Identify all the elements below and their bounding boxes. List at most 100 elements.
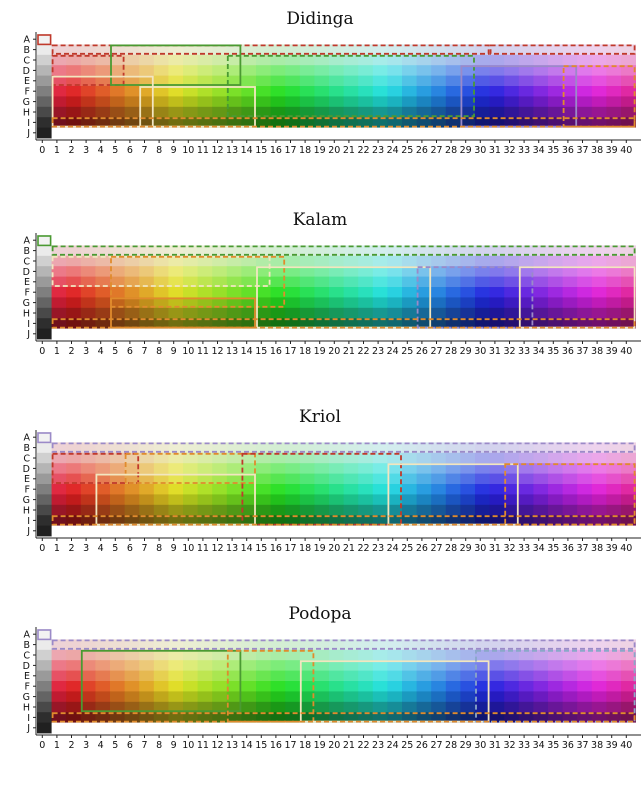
color-chip bbox=[37, 76, 52, 87]
color-chip bbox=[548, 629, 563, 640]
color-chip bbox=[66, 86, 81, 97]
color-chip bbox=[52, 629, 67, 640]
x-tick-label: 25 bbox=[401, 145, 413, 156]
color-chip bbox=[125, 432, 140, 443]
color-chip bbox=[168, 671, 183, 682]
color-chip bbox=[329, 308, 344, 319]
color-chip bbox=[344, 76, 359, 87]
color-chip bbox=[37, 65, 52, 76]
x-tick-label: 14 bbox=[241, 740, 253, 751]
color-chip bbox=[417, 629, 432, 640]
color-chip bbox=[168, 505, 183, 516]
color-chip bbox=[37, 44, 52, 55]
color-chip bbox=[577, 86, 592, 97]
color-chip bbox=[563, 297, 578, 308]
color-chip bbox=[460, 329, 475, 340]
color-chip bbox=[95, 287, 110, 298]
x-tick-label: 12 bbox=[211, 543, 223, 554]
x-tick-label: 25 bbox=[401, 543, 413, 554]
color-chip bbox=[563, 702, 578, 713]
color-chip bbox=[577, 235, 592, 246]
color-chip bbox=[110, 432, 125, 443]
panel-title: Podopa bbox=[288, 604, 351, 624]
color-chip bbox=[387, 34, 402, 45]
color-chip bbox=[66, 629, 81, 640]
color-chip bbox=[417, 526, 432, 537]
color-chip bbox=[460, 308, 475, 319]
color-chip bbox=[285, 505, 300, 516]
color-chip bbox=[300, 76, 315, 87]
color-chip bbox=[446, 287, 461, 298]
color-chip bbox=[256, 702, 271, 713]
x-tick-label: 5 bbox=[112, 740, 118, 751]
color-chip bbox=[300, 474, 315, 485]
color-chip bbox=[373, 235, 388, 246]
x-tick-label: 36 bbox=[562, 740, 574, 751]
color-chip bbox=[314, 432, 329, 443]
color-chip bbox=[417, 650, 432, 661]
color-chip bbox=[446, 671, 461, 682]
color-chip bbox=[95, 484, 110, 495]
color-chip bbox=[110, 681, 125, 692]
color-chip bbox=[606, 76, 621, 87]
color-chip bbox=[548, 34, 563, 45]
x-tick-label: 35 bbox=[547, 543, 559, 554]
color-chip bbox=[271, 494, 286, 505]
color-chip bbox=[110, 107, 125, 118]
color-chip bbox=[183, 432, 198, 443]
color-chip bbox=[475, 256, 490, 267]
color-chip bbox=[402, 128, 417, 139]
color-chip bbox=[446, 128, 461, 139]
color-chip bbox=[373, 494, 388, 505]
color-chip bbox=[256, 128, 271, 139]
color-chip bbox=[52, 691, 67, 702]
color-chip bbox=[621, 329, 636, 340]
color-chip bbox=[402, 297, 417, 308]
color-chip bbox=[490, 474, 505, 485]
x-tick-label: 20 bbox=[328, 145, 340, 156]
color-chip bbox=[475, 128, 490, 139]
panel-didinga: DidingaABCDEFGHIJ0 1 2 3 4 5 6 7 8 9 10 11 12 13 14 15 1… bbox=[23, 9, 641, 156]
x-tick-label: 18 bbox=[299, 740, 311, 751]
color-chip bbox=[490, 681, 505, 692]
color-chip bbox=[212, 723, 227, 734]
color-chip bbox=[256, 76, 271, 87]
color-chip bbox=[358, 505, 373, 516]
color-chip bbox=[95, 128, 110, 139]
color-chip bbox=[417, 671, 432, 682]
color-chip bbox=[95, 96, 110, 107]
color-chip bbox=[402, 256, 417, 267]
color-chip bbox=[577, 629, 592, 640]
color-chip bbox=[168, 629, 183, 640]
x-tick-label: 3 bbox=[83, 740, 89, 751]
color-chip bbox=[446, 629, 461, 640]
color-chip bbox=[300, 329, 315, 340]
x-tick-label: 7 bbox=[141, 740, 147, 751]
x-tick-label: 8 bbox=[156, 740, 162, 751]
x-tick-label: 38 bbox=[591, 740, 603, 751]
color-chip bbox=[271, 34, 286, 45]
color-chip bbox=[475, 107, 490, 118]
color-chip bbox=[183, 308, 198, 319]
color-chip bbox=[344, 723, 359, 734]
color-chip bbox=[256, 505, 271, 516]
color-chip bbox=[81, 96, 96, 107]
color-chip bbox=[344, 287, 359, 298]
panel-title: Kalam bbox=[293, 210, 348, 230]
color-chip bbox=[37, 329, 52, 340]
color-chip bbox=[606, 484, 621, 495]
color-chip bbox=[198, 681, 213, 692]
color-chip bbox=[490, 128, 505, 139]
color-chip bbox=[271, 308, 286, 319]
color-chip bbox=[198, 65, 213, 76]
color-chip bbox=[548, 86, 563, 97]
color-chip bbox=[329, 96, 344, 107]
color-chip bbox=[504, 660, 519, 671]
color-chip bbox=[402, 235, 417, 246]
color-chip bbox=[606, 329, 621, 340]
color-chip bbox=[52, 107, 67, 118]
color-chip bbox=[446, 76, 461, 87]
color-chip bbox=[110, 691, 125, 702]
x-tick-label: 36 bbox=[562, 145, 574, 156]
color-chip bbox=[563, 660, 578, 671]
